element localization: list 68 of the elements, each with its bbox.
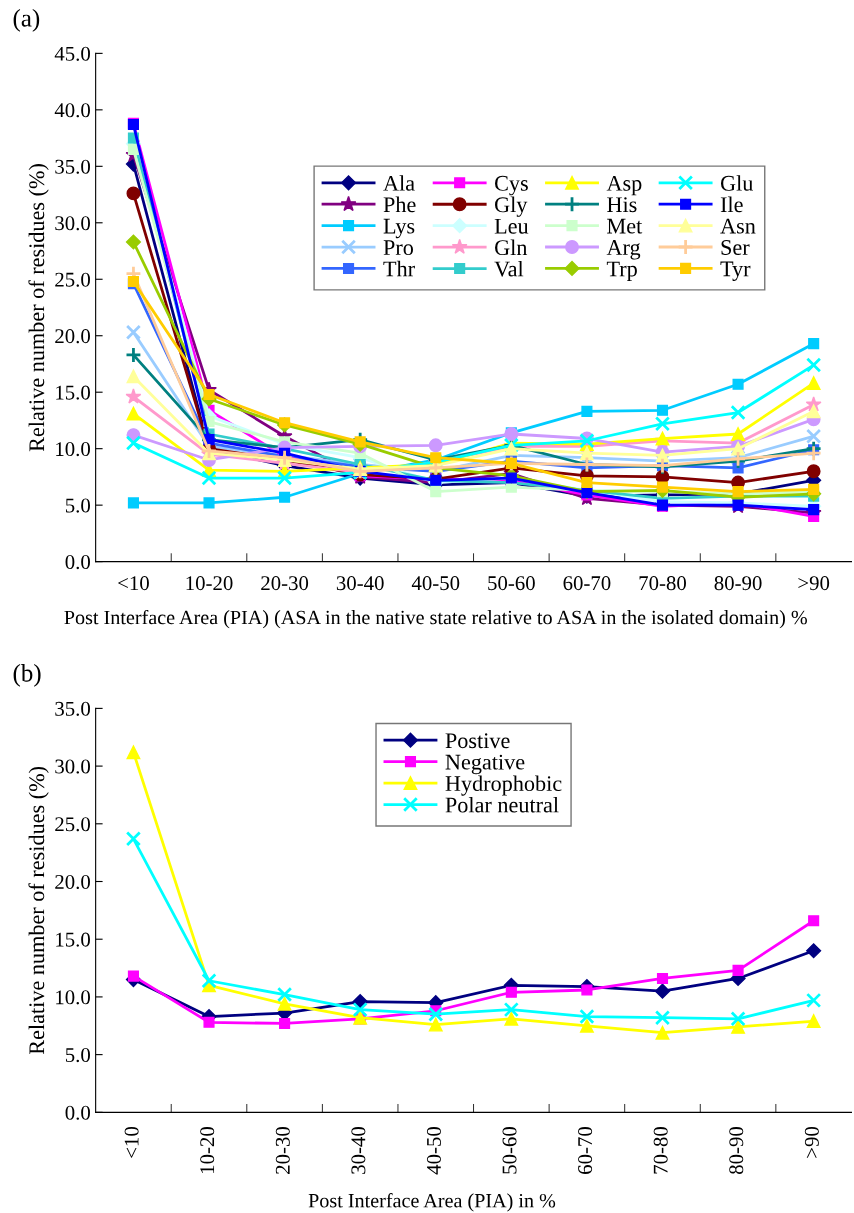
y-tick-label: 15.0 — [56, 932, 90, 947]
y-tick-label: 10.0 — [56, 442, 90, 457]
x-tick-label: 80-90 — [729, 1127, 744, 1175]
x-tick-label: 60-70 — [578, 1127, 593, 1174]
x-axis-title: Post Interface Area (PIA) in % — [308, 1193, 556, 1212]
y-tick-label: 30.0 — [55, 759, 90, 774]
legend-label: Postive — [445, 733, 510, 749]
x-tick-label: 70-80 — [653, 1127, 668, 1174]
x-tick-label: 30-40 — [351, 1127, 366, 1174]
legend-label: Met — [607, 218, 643, 234]
y-axis-title: Relative number of residues (%) — [28, 164, 49, 452]
x-tick-label: 50-60 — [488, 576, 535, 591]
y-tick-label: 10.0 — [56, 990, 90, 1005]
x-tick-label: >90 — [798, 576, 830, 591]
x-tick-label: 20-30 — [261, 576, 309, 591]
x-tick-label: 10-20 — [200, 1127, 215, 1173]
legend-label: Negative — [445, 754, 525, 775]
y-tick-label: 25.0 — [55, 817, 90, 832]
legend-label: Polar neutral — [445, 796, 559, 813]
legend-label: Ala — [383, 175, 415, 191]
y-tick-label: 35.0 — [55, 159, 90, 174]
x-tick-label: 40-50 — [426, 1127, 441, 1175]
y-tick-label: 40.0 — [54, 103, 90, 118]
legend-label: Hydrophobic — [445, 775, 562, 796]
y-tick-label: 0.0 — [65, 1105, 90, 1120]
legend-label: Phe — [383, 196, 416, 213]
legend-label: Cys — [495, 175, 528, 196]
x-tick-label: 20-30 — [275, 1127, 290, 1174]
legend-label: Trp — [606, 261, 637, 281]
legend-label: Ser — [721, 240, 750, 255]
x-tick-label: 50-60 — [502, 1127, 517, 1174]
legend-label: Asp — [606, 175, 642, 196]
y-tick-label: 15.0 — [56, 385, 90, 400]
x-tick-label: 10-20 — [186, 576, 233, 591]
x-tick-label: 40-50 — [411, 576, 460, 591]
x-tick-label: <10 — [118, 576, 149, 591]
y-tick-label: 25.0 — [55, 272, 90, 287]
y-tick-label: 20.0 — [55, 329, 90, 344]
legend-label: Asn — [720, 218, 756, 234]
legend-label: Pro — [383, 240, 414, 256]
legend-label: Arg — [606, 240, 641, 260]
legend-label: Gln — [495, 239, 528, 256]
legend-label: Lys — [383, 218, 415, 239]
legend-label: Leu — [494, 218, 529, 234]
y-axis-title: Relative number of residues (%) — [28, 766, 49, 1055]
legend-label: His — [607, 197, 637, 213]
legend-label: Val — [494, 260, 524, 277]
x-axis-title: Post Interface Area (PIA) (ASA in the native state relative to ASA in the isolated domain) % — [64, 609, 807, 629]
y-tick-label: 30.0 — [55, 216, 90, 231]
x-tick-label: >90 — [804, 1127, 819, 1158]
y-tick-label: 45.0 — [54, 46, 90, 61]
legend-label: Gly — [495, 196, 528, 217]
legend-label: Ile — [720, 196, 743, 213]
x-tick-label: 60-70 — [563, 576, 611, 591]
legend-label: Thr — [383, 260, 415, 277]
x-tick-label: <10 — [124, 1127, 139, 1158]
legend-label: Glu — [720, 175, 753, 191]
y-tick-label: 0.0 — [65, 554, 90, 570]
y-tick-label: 20.0 — [55, 874, 90, 890]
legend-label: Tyr — [720, 261, 751, 281]
x-tick-label: 80-90 — [714, 576, 762, 591]
y-tick-label: 35.0 — [55, 701, 90, 716]
y-tick-label: 5.0 — [65, 1047, 90, 1063]
x-tick-label: 30-40 — [336, 576, 384, 591]
y-tick-label: 5.0 — [65, 498, 90, 513]
x-tick-label: 70-80 — [639, 576, 686, 591]
text: (a) — [13, 9, 40, 32]
text: (b) — [13, 664, 41, 687]
